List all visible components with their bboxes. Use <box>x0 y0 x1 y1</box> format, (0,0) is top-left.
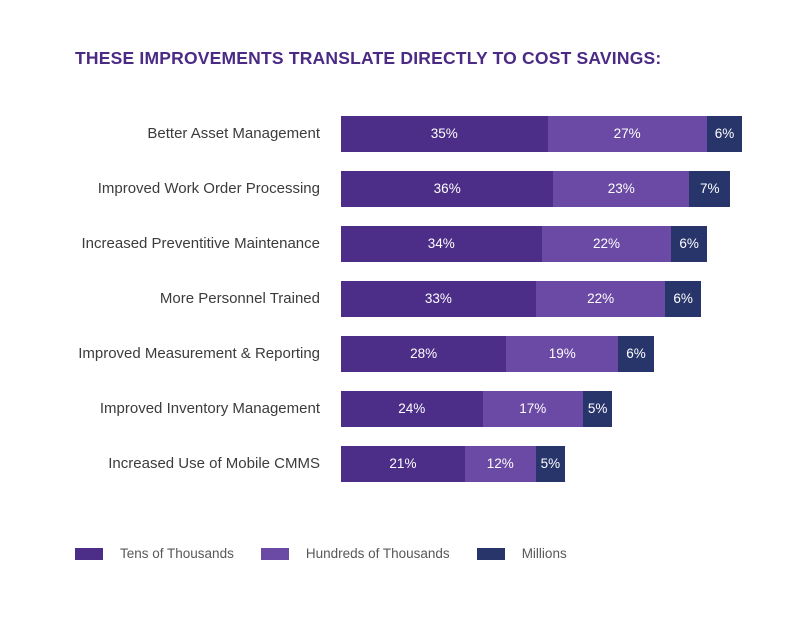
bar-track: 36% 23% 7% <box>341 170 731 207</box>
bar-row: Improved Measurement & Reporting 28% 19% 6% <box>0 326 802 381</box>
segment-value-label: 34% <box>427 236 455 251</box>
chart-title: THESE IMPROVEMENTS TRANSLATE DIRECTLY TO… <box>75 48 662 68</box>
segment-value-label: 6% <box>714 126 735 141</box>
bar-row: Increased Preventitive Maintenance 34% 22%… <box>0 216 802 271</box>
segment-value-label: 6% <box>679 236 699 251</box>
bar-track: 24% 17% 5% <box>341 390 613 427</box>
legend-label: Tens of Thousands <box>120 546 234 561</box>
segment-value-label: 36% <box>433 181 461 196</box>
segment-value-label: 5% <box>587 401 608 416</box>
bar-segment: 33% <box>341 280 536 317</box>
segment-value-label: 24% <box>398 401 426 416</box>
segment-value-label: 6% <box>673 291 693 306</box>
category-label: Better Asset Management <box>147 125 320 142</box>
category-label: More Personnel Trained <box>159 290 320 307</box>
segment-value-label: 35% <box>430 126 458 141</box>
bar-segment: 5% <box>535 445 566 482</box>
bar-segment: 19% <box>506 335 619 372</box>
bar-segment: 22% <box>541 225 672 262</box>
bar-segment: 24% <box>341 390 483 427</box>
bar-row: Increased Use of Mobile CMMS 21% 12% 5% <box>0 436 802 491</box>
bar-track: 33% 22% 6% <box>341 280 701 317</box>
bar-segment: 34% <box>341 225 542 262</box>
bar-segment: 36% <box>341 170 554 207</box>
category-label: Increased Use of Mobile CMMS <box>108 455 320 472</box>
segment-value-label: 19% <box>548 346 576 361</box>
segment-value-label: 22% <box>592 236 620 251</box>
bar-segment: 27% <box>547 115 707 152</box>
segment-value-label: 12% <box>486 456 514 471</box>
segment-value-label: 5% <box>540 456 561 471</box>
bar-segment: 23% <box>553 170 690 207</box>
category-label: Increased Preventitive Maintenance <box>81 235 320 252</box>
bar-segment: 5% <box>582 390 613 427</box>
bar-segment: 12% <box>464 445 536 482</box>
bar-segment: 17% <box>482 390 583 427</box>
bar-segment: 6% <box>671 225 707 262</box>
legend-label: Millions <box>521 546 567 561</box>
bar-track: 34% 22% 6% <box>341 225 707 262</box>
bar-track: 28% 19% 6% <box>341 335 654 372</box>
bar-row: Better Asset Management 35% 27% 6% <box>0 106 802 161</box>
bar-track: 21% 12% 5% <box>341 445 566 482</box>
bar-row: More Personnel Trained 33% 22% 6% <box>0 271 802 326</box>
legend-swatch <box>476 547 505 560</box>
category-label: Improved Work Order Processing <box>97 180 320 197</box>
segment-value-label: 27% <box>613 126 641 141</box>
segment-value-label: 22% <box>587 291 615 306</box>
bar-segment: 6% <box>618 335 654 372</box>
legend-swatch <box>75 547 103 560</box>
segment-value-label: 23% <box>607 181 635 196</box>
segment-value-label: 33% <box>424 291 452 306</box>
legend-item: Tens of Thousands <box>75 546 234 561</box>
bar-row: Improved Inventory Management 24% 17% 5% <box>0 381 802 436</box>
bar-track: 35% 27% 6% <box>341 115 743 152</box>
bar-segment: 6% <box>665 280 701 317</box>
segment-value-label: 6% <box>626 346 646 361</box>
bar-row: Improved Work Order Processing 36% 23% 7% <box>0 161 802 216</box>
bar-segment: 28% <box>341 335 507 372</box>
legend-item: Hundreds of Thousands <box>260 546 450 561</box>
legend-label: Hundreds of Thousands <box>305 546 450 561</box>
segment-value-label: 7% <box>699 181 720 196</box>
segment-value-label: 28% <box>410 346 438 361</box>
legend-item: Millions <box>476 546 567 561</box>
segment-value-label: 21% <box>389 456 417 471</box>
bar-segment: 6% <box>706 115 743 152</box>
category-label: Improved Measurement & Reporting <box>78 345 320 362</box>
legend-swatch <box>260 547 289 560</box>
chart-legend: Tens of Thousands Hundreds of Thousands Mi… <box>75 546 594 561</box>
segment-value-label: 17% <box>519 401 547 416</box>
bar-segment: 35% <box>341 115 548 152</box>
stacked-bar-chart: Better Asset Management 35% 27% 6% Improved … <box>0 106 802 491</box>
bar-segment: 21% <box>341 445 465 482</box>
bar-segment: 7% <box>689 170 731 207</box>
category-label: Improved Inventory Management <box>99 400 320 417</box>
bar-segment: 22% <box>535 280 666 317</box>
